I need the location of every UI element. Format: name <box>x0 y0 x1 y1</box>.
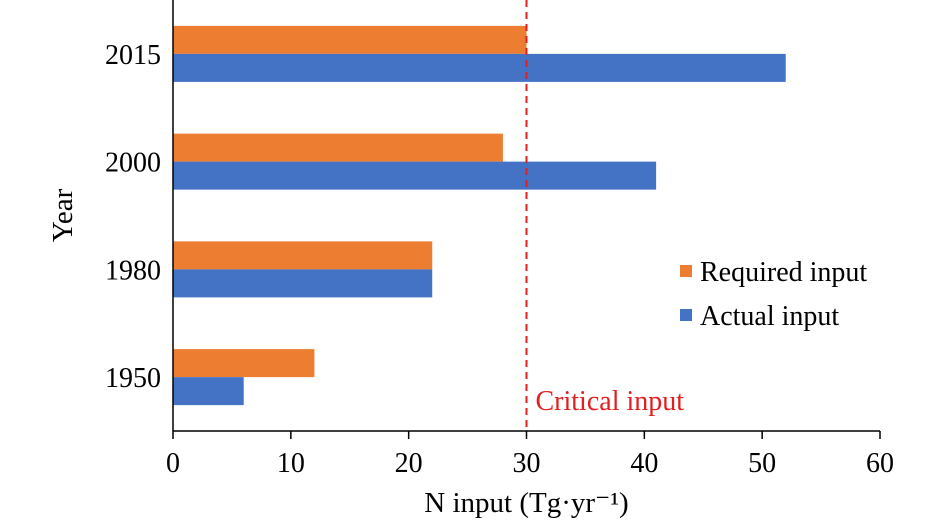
x-ticks: 0 10 20 30 40 50 60 <box>166 431 894 479</box>
legend-label-actual-input: Actual input <box>700 301 839 332</box>
legend-label-required-input: Required input <box>700 257 867 288</box>
bar-actual-input-1950 <box>173 377 244 406</box>
y-tick-label-1950: 1950 <box>105 363 161 394</box>
bar-required-input-1950 <box>173 349 315 378</box>
bar-actual-input-2000 <box>173 161 657 190</box>
x-tick-label-60: 60 <box>866 448 894 479</box>
critical-input-label: Critical input <box>536 386 685 417</box>
bar-required-input-2015 <box>173 25 527 54</box>
x-tick-label-50: 50 <box>748 448 776 479</box>
bar-actual-input-2015 <box>173 53 786 82</box>
y-axis-title: Year <box>47 188 79 242</box>
x-tick-label-40: 40 <box>630 448 658 479</box>
legend: Required input Actual input <box>680 257 867 332</box>
x-tick-label-10: 10 <box>277 448 305 479</box>
bar-actual-input-1980 <box>173 269 433 298</box>
reference-line-group: Critical input <box>525 0 685 431</box>
y-ticks: 1950 1980 2000 2015 <box>105 40 161 394</box>
y-tick-label-2015: 2015 <box>105 40 161 71</box>
y-tick-label-1980: 1980 <box>105 255 161 286</box>
x-tick-label-0: 0 <box>166 448 180 479</box>
x-tick-label-30: 30 <box>513 448 541 479</box>
bars-layer <box>173 25 786 406</box>
bar-required-input-1980 <box>173 241 433 270</box>
legend-swatch-required-input <box>680 265 692 277</box>
y-tick-label-2000: 2000 <box>105 148 161 179</box>
x-tick-label-20: 20 <box>395 448 423 479</box>
bar-required-input-2000 <box>173 133 503 162</box>
x-axis-title: N input (Tg·yr⁻¹) <box>424 487 628 519</box>
legend-swatch-actual-input <box>680 309 692 321</box>
